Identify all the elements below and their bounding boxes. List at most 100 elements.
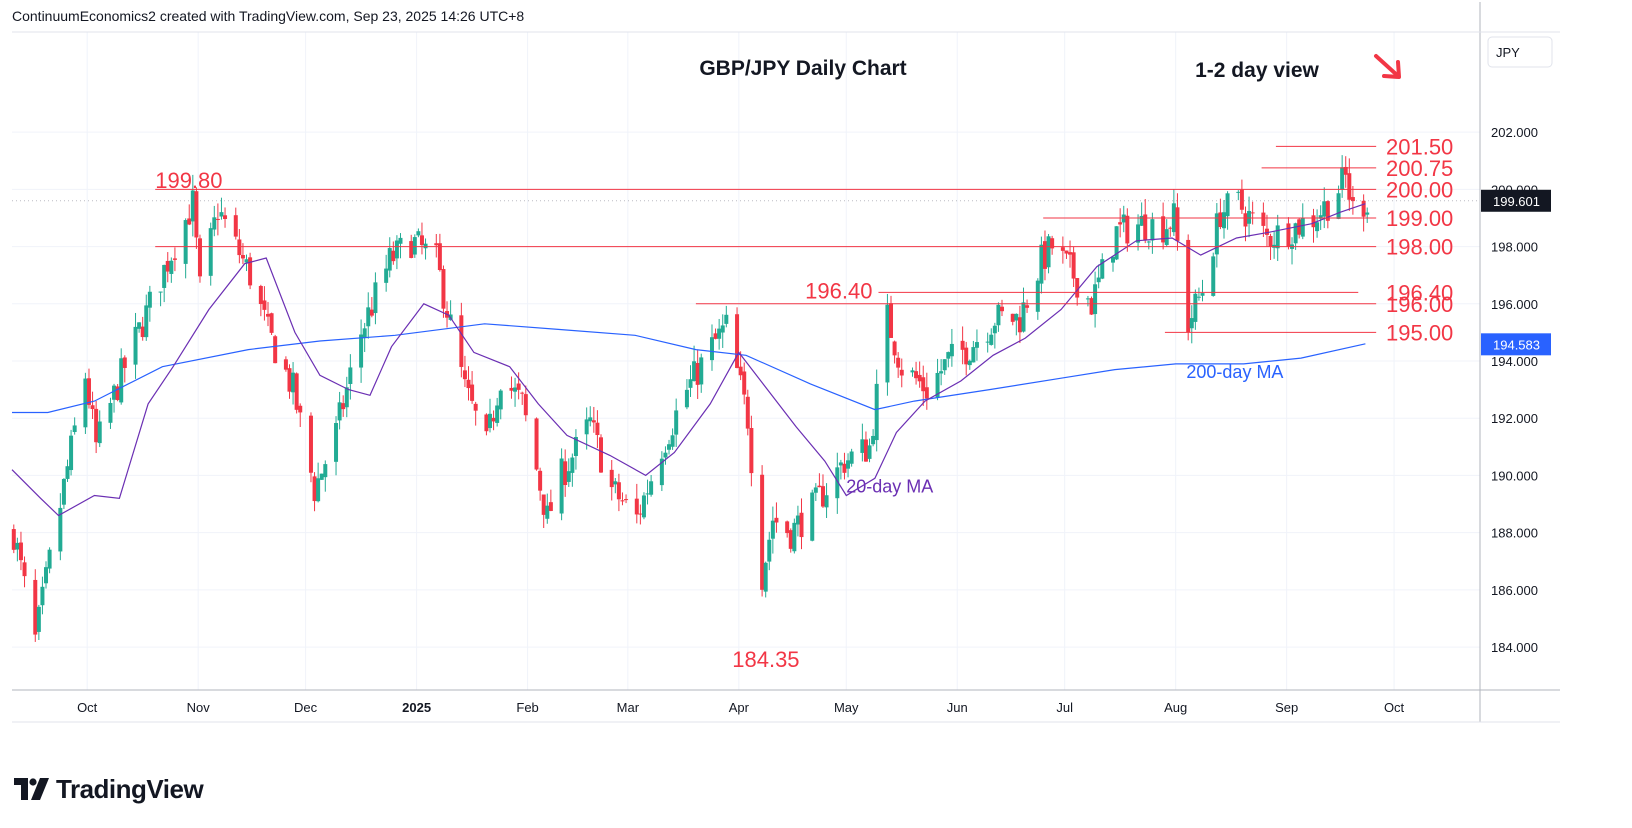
ma200-price-tag: 194.583 (1481, 333, 1551, 356)
candle (810, 489, 815, 542)
candle-body (94, 408, 99, 443)
candle (846, 453, 851, 478)
candle (1089, 296, 1094, 315)
candle-body (534, 418, 539, 470)
candle-body (1343, 166, 1348, 175)
candle-body (742, 371, 747, 395)
candle (1050, 235, 1055, 255)
candle (187, 204, 192, 226)
candle-body (709, 337, 714, 361)
candle (1168, 226, 1173, 237)
candle (674, 398, 679, 447)
candle-body (863, 439, 868, 462)
candle (974, 329, 979, 361)
candle-body (1118, 222, 1123, 225)
arrow-shaft (1374, 54, 1399, 77)
candle-body (699, 357, 704, 385)
candle (119, 348, 124, 405)
candle (133, 312, 138, 379)
level-label: 196.00 (1386, 292, 1453, 317)
candle (1275, 214, 1280, 262)
candle (1286, 217, 1291, 250)
candle (1261, 202, 1266, 237)
candle-body (172, 258, 177, 260)
candle (849, 448, 854, 467)
candle (1247, 196, 1252, 238)
candle (1193, 289, 1198, 330)
candle (437, 233, 442, 272)
candle (144, 294, 149, 341)
candle-body (1322, 201, 1327, 217)
candle (1196, 287, 1201, 301)
candle (709, 324, 714, 371)
candle (538, 467, 543, 501)
candle-body (262, 300, 267, 310)
candle (670, 428, 675, 450)
candle (989, 328, 994, 346)
candle (1161, 202, 1166, 250)
candle-body (724, 314, 729, 324)
candle-body (674, 410, 679, 435)
candle (1365, 207, 1370, 223)
candle (924, 372, 929, 410)
candle (223, 207, 228, 228)
candle-body (667, 444, 672, 450)
candle-body (470, 384, 475, 401)
candle-body (1035, 280, 1040, 312)
candle (516, 372, 521, 400)
candle-body (799, 512, 804, 538)
candle-body (1039, 244, 1044, 284)
candle-body (738, 366, 743, 376)
candle-body (1046, 236, 1051, 268)
candle (215, 203, 220, 236)
candle (624, 494, 629, 504)
candle (688, 365, 693, 397)
candle (735, 307, 740, 369)
candle (738, 351, 743, 381)
candle (359, 319, 364, 383)
candle-body (1361, 200, 1366, 217)
candle (598, 434, 603, 473)
candle (22, 556, 27, 588)
last-price-tag: 199.601 (12, 189, 1551, 212)
arrow-head (1382, 60, 1401, 79)
candle (917, 361, 922, 388)
candle-body (960, 340, 965, 350)
candle (914, 361, 919, 385)
candle-body (391, 250, 396, 262)
candle (112, 383, 117, 413)
candle (298, 403, 303, 427)
candle-body (1139, 215, 1144, 226)
candle (788, 528, 793, 553)
candle (1264, 214, 1269, 247)
candle-body (36, 606, 41, 632)
candle (523, 385, 528, 422)
price-annotation: 196.40 (805, 278, 872, 303)
candle (860, 423, 865, 462)
candle (61, 478, 66, 509)
candle-body (434, 243, 439, 246)
candle (36, 604, 41, 641)
candle-body (516, 383, 521, 390)
candle-body (1025, 305, 1030, 308)
candle (1136, 214, 1141, 251)
candle-body (323, 464, 328, 478)
candle-body (387, 248, 392, 271)
candle (770, 506, 775, 554)
candle-body (133, 326, 138, 365)
chart-title: GBP/JPY Daily Chart (699, 57, 906, 80)
candle-body (215, 218, 220, 220)
candle (649, 475, 654, 497)
candle (369, 297, 374, 318)
candle-body (688, 379, 693, 388)
candle-body (1336, 193, 1341, 219)
candle-body (1021, 302, 1026, 332)
candle-body (1200, 293, 1205, 296)
candle-body (788, 530, 793, 549)
candle-body (538, 470, 543, 491)
candle-body (473, 403, 478, 411)
candle-body (745, 396, 750, 429)
tradingview-logo[interactable]: TradingView (14, 774, 204, 805)
ma20-label: 20-day MA (846, 477, 933, 497)
